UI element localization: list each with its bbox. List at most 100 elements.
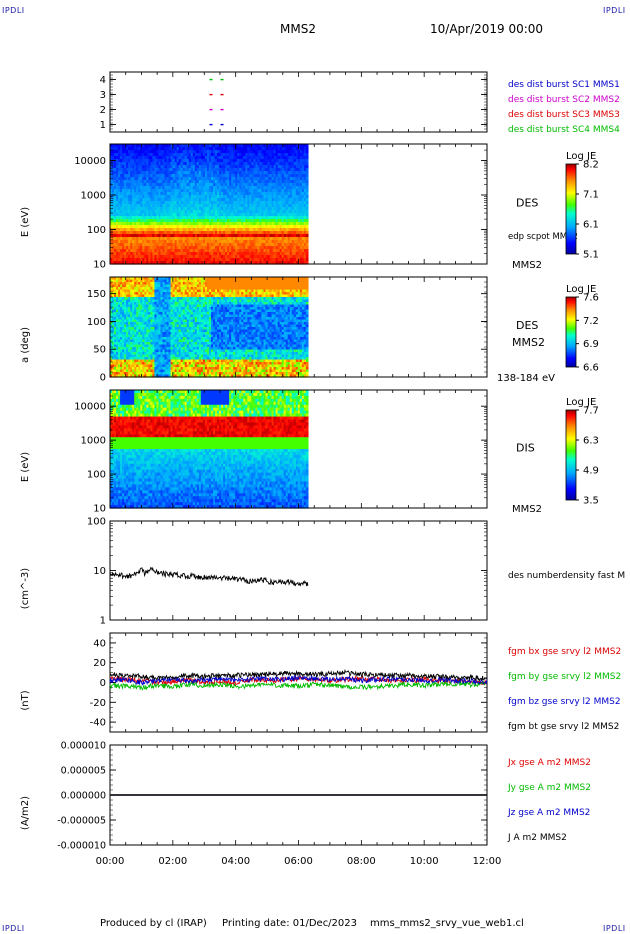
heatmap-cell — [221, 219, 224, 223]
heatmap-cell — [253, 192, 257, 196]
heatmap-cell — [217, 162, 220, 166]
heatmap-cell — [154, 204, 158, 208]
heatmap-cell — [265, 222, 269, 226]
heatmap-cell — [160, 237, 164, 241]
heatmap-cell — [263, 144, 267, 148]
heatmap-cell — [172, 225, 176, 229]
heatmap-cell — [231, 219, 234, 223]
heatmap-cell — [176, 243, 180, 247]
heatmap-cell — [128, 210, 131, 214]
heatmap-cell — [160, 183, 164, 187]
heatmap-cell — [110, 213, 113, 217]
heatmap-cell — [204, 201, 208, 205]
heatmap-cell — [174, 207, 178, 211]
heatmap-cell — [223, 249, 226, 253]
heatmap-cell — [158, 174, 162, 178]
heatmap-cell — [249, 195, 252, 199]
heatmap-cell — [130, 216, 133, 220]
heatmap-cell — [112, 153, 115, 157]
heatmap-cell — [154, 228, 158, 232]
heatmap-cell — [186, 189, 190, 193]
heatmap-cell — [233, 249, 236, 253]
heatmap-cell — [130, 168, 133, 172]
heatmap-cell — [196, 171, 200, 175]
heatmap-cell — [253, 165, 257, 169]
heatmap-cell — [168, 249, 172, 253]
heatmap-cell — [243, 243, 246, 247]
heatmap-cell — [190, 180, 194, 184]
heatmap-cell — [192, 243, 196, 247]
heatmap-cell — [178, 219, 182, 223]
heatmap-cell — [144, 147, 147, 151]
heatmap-cell — [233, 147, 236, 151]
heatmap-cell — [263, 243, 267, 247]
heatmap-cell — [182, 189, 186, 193]
heatmap-cell — [233, 180, 236, 184]
footer-printing-date: Printing date: 01/Dec/2023 — [222, 918, 358, 929]
heatmap-cell — [233, 150, 236, 154]
heatmap-cell — [263, 216, 267, 220]
heatmap-cell — [257, 177, 261, 181]
heatmap-cell — [110, 174, 113, 178]
heatmap-cell — [225, 252, 228, 256]
heatmap-cell — [223, 201, 226, 205]
heatmap-cell — [160, 219, 164, 223]
heatmap-cell — [259, 156, 263, 160]
heatmap-cell — [132, 252, 135, 256]
heatmap-cell — [160, 192, 164, 196]
heatmap-cell — [200, 198, 204, 202]
heatmap-cell — [160, 225, 164, 229]
heatmap-cell — [124, 237, 127, 241]
heatmap-cell — [210, 150, 214, 154]
heatmap-cell — [174, 165, 178, 169]
heatmap-cell — [251, 234, 254, 238]
heatmap-cell — [124, 198, 127, 202]
heatmap-cell — [146, 243, 149, 247]
heatmap-cell — [118, 252, 121, 256]
heatmap-cell — [265, 165, 269, 169]
heatmap-cell — [247, 165, 250, 169]
heatmap-cell — [257, 213, 261, 217]
heatmap-cell — [190, 210, 194, 214]
heatmap-cell — [148, 144, 151, 148]
heatmap-cell — [257, 216, 261, 220]
heatmap-cell — [144, 174, 147, 178]
heatmap-cell — [180, 234, 184, 238]
heatmap-cell — [154, 243, 158, 247]
heatmap-cell — [194, 219, 198, 223]
heatmap-cell — [152, 174, 156, 178]
heatmap-cell — [142, 207, 145, 211]
heatmap-cell — [116, 186, 119, 190]
heatmap-cell — [188, 231, 192, 235]
heatmap-cell — [142, 156, 145, 160]
heatmap-cell — [247, 246, 250, 250]
heatmap-cell — [198, 144, 202, 148]
heatmap-cell — [257, 243, 261, 247]
heatmap-cell — [223, 195, 226, 199]
heatmap-cell — [213, 249, 216, 253]
heatmap-cell — [146, 177, 149, 181]
heatmap-cell — [126, 177, 129, 181]
heatmap-cell — [206, 156, 210, 160]
heatmap-cell — [253, 153, 257, 157]
heatmap-cell — [235, 153, 238, 157]
heatmap-cell — [158, 246, 162, 250]
heatmap-cell — [146, 156, 149, 160]
heatmap-cell — [150, 174, 154, 178]
heatmap-cell — [142, 180, 145, 184]
heatmap-cell — [204, 195, 208, 199]
heatmap-cell — [114, 171, 117, 175]
heatmap-cell — [198, 258, 202, 262]
heatmap-cell — [249, 219, 252, 223]
heatmap-cell — [116, 195, 119, 199]
heatmap-cell — [243, 249, 246, 253]
heatmap-cell — [114, 144, 117, 148]
heatmap-cell — [261, 165, 265, 169]
heatmap-cell — [227, 186, 230, 190]
heatmap-cell — [150, 189, 154, 193]
heatmap-cell — [259, 225, 263, 229]
heatmap-cell — [152, 192, 156, 196]
heatmap-cell — [237, 171, 240, 175]
heatmap-cell — [184, 177, 188, 181]
